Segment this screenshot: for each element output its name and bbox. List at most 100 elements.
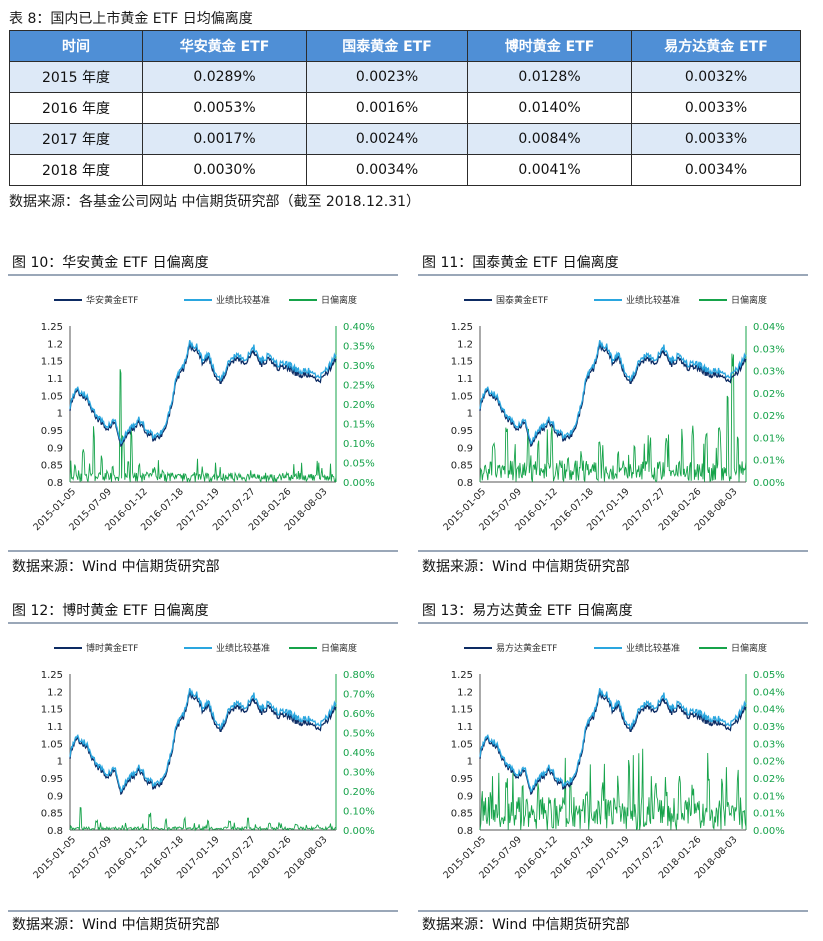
legend-label: 日偏离度 [321,294,357,306]
right-tick-label: 0.05% [343,459,375,470]
right-tick-label: 0.02% [753,774,785,785]
left-tick-label: 0.95 [451,774,473,785]
right-tick-label: 0.00% [753,478,785,489]
deviation-table: 时间 华安黄金 ETF 国泰黄金 ETF 博时黄金 ETF 易方达黄金 ETF … [9,30,801,186]
etf-price-line [479,343,747,448]
cell-value: 0.0033% [631,92,801,124]
left-tick-label: 1.15 [41,357,63,368]
chart-source: 数据来源：Wind 中信期货研究部 [12,559,220,575]
bottom-rule [8,910,398,912]
cell-value: 0.0023% [306,61,468,93]
left-tick-label: 1.25 [451,670,473,681]
bottom-rule [418,550,808,552]
chart-panel-boshi: 图 12：博时黄金 ETF 日偏离度 博时黄金ETF 业绩比较基准 日偏离度 0.8 0… [6,596,406,933]
cell-value: 0.0033% [631,123,801,155]
legend: 国泰黄金ETF 业绩比较基准 日偏离度 [464,294,767,306]
right-tick-label: 0.01% [753,456,785,467]
deviation-line [69,807,337,832]
left-tick-label: 0.85 [41,809,63,820]
chart-svg: 易方达黄金ETF 业绩比较基准 日偏离度 0.8 0.85 0.9 0.95 1 1.05 1.1… [441,642,785,881]
top-rule [418,622,808,624]
bottom-rule [418,910,808,912]
left-tick-label: 0.9 [47,791,63,802]
left-tick-label: 1.2 [457,687,473,698]
right-tick-label: 0.25% [343,381,375,392]
right-tick-label: 0.02% [753,389,785,400]
legend-label: 业绩比较基准 [216,294,270,306]
right-tick-label: 0.03% [753,367,785,378]
deviation-line [479,748,747,831]
legend-label: 国泰黄金ETF [496,294,548,306]
left-tick-label: 0.9 [47,443,63,454]
right-tick-label: 0.03% [753,722,785,733]
right-tick-label: 0.02% [753,757,785,768]
legend-label: 业绩比较基准 [216,642,270,654]
right-tick-label: 0.04% [753,322,785,333]
left-tick-label: 1.15 [451,357,473,368]
left-tick-label: 1 [57,409,63,420]
right-tick-label: 0.04% [753,705,785,716]
left-tick-label: 1 [467,409,473,420]
header-yifangda: 易方达黄金 ETF [631,30,801,62]
cell-value: 0.0041% [467,154,632,186]
legend-label: 易方达黄金ETF [496,642,557,654]
cell-value: 0.0034% [306,154,468,186]
benchmark-line [479,688,747,793]
chart-panel-yifangda: 图 13：易方达黄金 ETF 日偏离度 易方达黄金ETF 业绩比较基准 日偏离度 0.… [416,596,816,933]
legend-label: 日偏离度 [731,294,767,306]
chart-title: 图 10：华安黄金 ETF 日偏离度 [12,255,209,271]
right-tick-label: 0.01% [753,433,785,444]
left-tick-label: 1.05 [41,739,63,750]
table-header-row: 时间 华安黄金 ETF 国泰黄金 ETF 博时黄金 ETF 易方达黄金 ETF [9,30,801,62]
left-tick-label: 1.2 [47,339,63,350]
left-tick-label: 1.25 [41,322,63,333]
left-tick-label: 1.1 [47,722,63,733]
right-tick-label: 0.40% [343,322,375,333]
legend-label: 日偏离度 [731,642,767,654]
left-tick-label: 0.95 [451,426,473,437]
right-tick-label: 0.80% [343,670,375,681]
legend-label: 业绩比较基准 [626,294,680,306]
right-tick-label: 0.02% [753,411,785,422]
left-tick-label: 0.9 [457,443,473,454]
chart-panel-huaan: 图 10：华安黄金 ETF 日偏离度 华安黄金ETF 业绩比较基准 日偏离度 0.8 0… [6,248,406,575]
cell-value: 0.0016% [306,92,468,124]
right-tick-label: 0.20% [343,400,375,411]
top-rule [8,622,398,624]
left-tick-label: 1 [467,757,473,768]
benchmark-line [69,340,337,445]
legend-label: 业绩比较基准 [626,642,680,654]
cell-value: 0.0289% [142,61,307,93]
cell-value: 0.0024% [306,123,468,155]
left-tick-label: 1.1 [47,374,63,385]
table-row: 2016 年度 0.0053% 0.0016% 0.0140% 0.0033% [9,92,801,124]
chart-source: 数据来源：Wind 中信期货研究部 [422,559,630,575]
left-tick-label: 1.1 [457,374,473,385]
table-row: 2015 年度 0.0289% 0.0023% 0.0128% 0.0032% [9,61,801,93]
chart-title: 图 13：易方达黄金 ETF 日偏离度 [422,603,633,619]
right-tick-label: 0.03% [753,344,785,355]
left-tick-label: 1 [57,757,63,768]
right-tick-label: 0.70% [343,690,375,701]
left-tick-label: 0.85 [451,809,473,820]
right-tick-label: 0.00% [343,478,375,489]
chart-svg: 国泰黄金ETF 业绩比较基准 日偏离度 0.8 0.85 0.9 0.95 1 1.05 1.1 1… [441,294,785,533]
chart-title: 图 12：博时黄金 ETF 日偏离度 [12,603,209,619]
etf-price-line [69,691,337,796]
right-tick-label: 0.20% [343,787,375,798]
chart-source: 数据来源：Wind 中信期货研究部 [422,917,630,933]
top-rule [8,274,398,276]
left-tick-label: 1.25 [451,322,473,333]
benchmark-line [69,688,337,793]
left-tick-label: 1.2 [457,339,473,350]
left-tick-label: 1.05 [41,391,63,402]
right-tick-label: 0.00% [753,826,785,837]
right-tick-label: 0.30% [343,768,375,779]
header-time: 时间 [9,30,143,62]
legend-label: 博时黄金ETF [86,642,138,654]
cell-value: 0.0017% [142,123,307,155]
etf-price-line [69,343,337,448]
right-tick-label: 0.03% [753,739,785,750]
left-tick-label: 0.95 [41,426,63,437]
row-year: 2015 年度 [9,61,143,93]
